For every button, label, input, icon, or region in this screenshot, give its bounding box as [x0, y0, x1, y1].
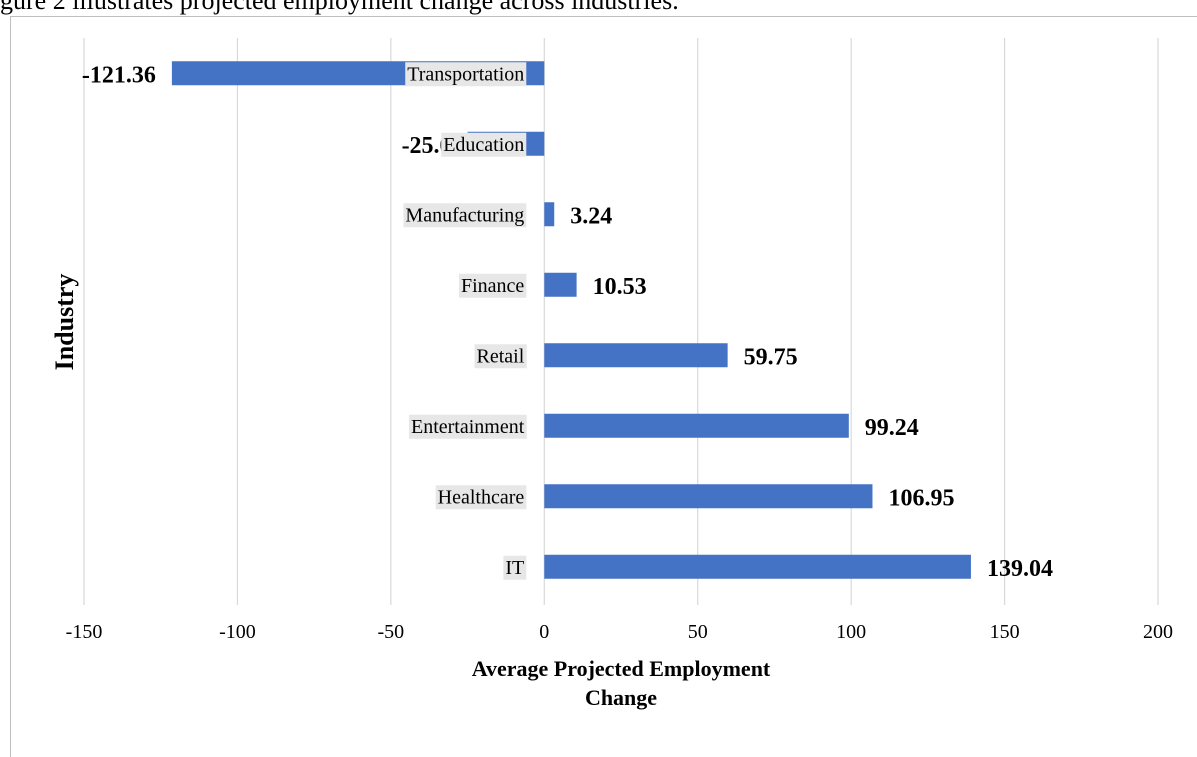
category-label-bg — [458, 273, 527, 298]
category-label: Entertainment — [408, 414, 527, 439]
category-label-text: Finance — [461, 275, 524, 297]
category-label-bg — [503, 555, 527, 580]
x-tick-label: -150 — [66, 621, 103, 643]
x-tick-label: 150 — [990, 621, 1020, 643]
category-label-bg — [408, 414, 527, 439]
y-axis-title: Industry — [50, 274, 79, 371]
x-axis-title-line2: Change — [585, 685, 657, 710]
category-label-bg — [435, 485, 527, 510]
category-label: Retail — [474, 344, 527, 369]
bar — [544, 413, 849, 438]
figure-caption: gure 2 illustrates projected employment … — [0, 0, 679, 15]
data-label: 3.24 — [570, 203, 612, 229]
category-label-text: Education — [443, 134, 524, 156]
x-tick-labels: -150 -100 -50 0 50 100 150 200 — [66, 621, 1173, 643]
bar — [544, 272, 577, 297]
bar — [544, 484, 873, 509]
data-label: 99.24 — [865, 415, 919, 441]
category-label-bg — [474, 344, 527, 369]
category-label-text: IT — [505, 557, 524, 579]
gridlines — [83, 38, 1159, 605]
data-label: -121.36 — [82, 62, 156, 88]
x-tick-label: 0 — [539, 621, 549, 643]
bar — [544, 202, 555, 227]
x-axis-title-line1: Average Projected Employment — [472, 656, 771, 681]
x-tick-label: 50 — [688, 621, 708, 643]
category-label-text: Retail — [477, 345, 525, 367]
data-label: 106.95 — [888, 485, 954, 511]
bar — [544, 343, 728, 368]
category-labels: Transportation Education Manufacturing Fina… — [403, 62, 527, 580]
category-label: Healthcare — [435, 485, 527, 510]
category-label: Finance — [458, 273, 527, 298]
category-label-text: Entertainment — [411, 416, 525, 438]
category-label-bg — [441, 132, 527, 157]
category-label-text: Transportation — [407, 63, 524, 85]
data-label: 59.75 — [744, 344, 798, 370]
category-label: Manufacturing — [403, 203, 527, 228]
category-label-text: Manufacturing — [405, 204, 524, 226]
category-label-text: Healthcare — [438, 486, 525, 508]
bar-chart: -121.36-25.03.2410.5359.7599.24106.95139… — [50, 38, 1173, 710]
category-label: IT — [503, 555, 527, 580]
data-label: 10.53 — [593, 274, 647, 300]
bar — [544, 554, 971, 579]
category-label: Education — [441, 132, 527, 157]
data-labels: -121.36-25.03.2410.5359.7599.24106.95139… — [82, 62, 1053, 582]
x-tick-label: -50 — [378, 621, 405, 643]
data-label: 139.04 — [987, 556, 1053, 582]
x-tick-label: -100 — [219, 621, 256, 643]
category-label: Transportation — [405, 62, 527, 87]
x-tick-label: 100 — [836, 621, 866, 643]
x-tick-label: 200 — [1143, 621, 1173, 643]
category-label-bg — [405, 62, 527, 87]
category-label-bg — [403, 203, 527, 228]
chart-frame — [10, 16, 1197, 757]
